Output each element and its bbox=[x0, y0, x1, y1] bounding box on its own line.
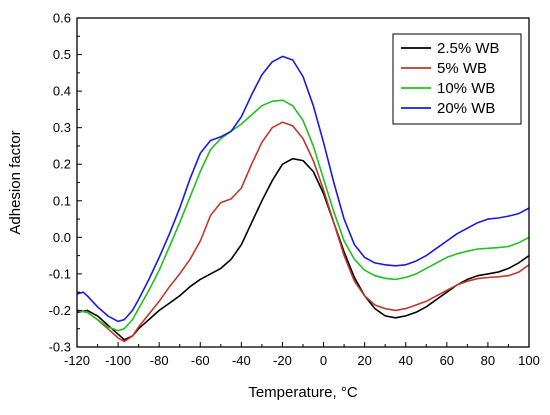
y-tick-label-9: 0.6 bbox=[53, 11, 71, 26]
y-tick-label-6: 0.3 bbox=[53, 120, 71, 135]
y-tick-label-3: 0.0 bbox=[53, 230, 71, 245]
legend-label-1: 5% WB bbox=[437, 60, 487, 77]
x-tick-label-10: 80 bbox=[481, 353, 495, 368]
series-line-3 bbox=[77, 55, 529, 323]
y-tick-label-2: -0.1 bbox=[49, 266, 71, 281]
y-tick-label-0: -0.3 bbox=[49, 340, 71, 355]
legend: 2.5% WB 5% WB 10% WB 20% WB bbox=[392, 33, 522, 125]
x-tick-label-4: -40 bbox=[232, 353, 251, 368]
y-tick-label-1: -0.2 bbox=[49, 303, 71, 318]
ticks-layer: -120 -100 -80 -60 -40 -20 0 20 40 60 80 100 -0.3 -0.2… bbox=[49, 11, 540, 369]
legend-label-0: 2.5% WB bbox=[437, 40, 500, 57]
legend-box bbox=[392, 33, 522, 125]
y-tick-label-8: 0.5 bbox=[53, 47, 71, 62]
series-line-1 bbox=[77, 121, 529, 343]
x-axis-label: Temperature, °C bbox=[248, 384, 358, 401]
x-tick-label-1: -100 bbox=[105, 353, 131, 368]
x-tick-label-6: 0 bbox=[320, 353, 327, 368]
series-line-2 bbox=[77, 99, 529, 332]
y-axis-label: Adhesion factor bbox=[7, 130, 24, 234]
legend-label-3: 20% WB bbox=[437, 100, 495, 117]
y-tick-label-7: 0.4 bbox=[53, 84, 71, 99]
x-tick-label-3: -60 bbox=[191, 353, 210, 368]
x-tick-label-2: -80 bbox=[150, 353, 169, 368]
series-layer bbox=[77, 55, 529, 343]
y-tick-label-4: 0.1 bbox=[53, 193, 71, 208]
legend-label-2: 10% WB bbox=[437, 80, 495, 97]
x-tick-label-8: 40 bbox=[398, 353, 412, 368]
x-tick-label-7: 20 bbox=[357, 353, 371, 368]
x-tick-label-0: -120 bbox=[64, 353, 90, 368]
x-tick-label-11: 100 bbox=[518, 353, 540, 368]
x-tick-label-5: -20 bbox=[273, 353, 292, 368]
x-tick-label-9: 60 bbox=[440, 353, 454, 368]
y-tick-label-5: 0.2 bbox=[53, 157, 71, 172]
